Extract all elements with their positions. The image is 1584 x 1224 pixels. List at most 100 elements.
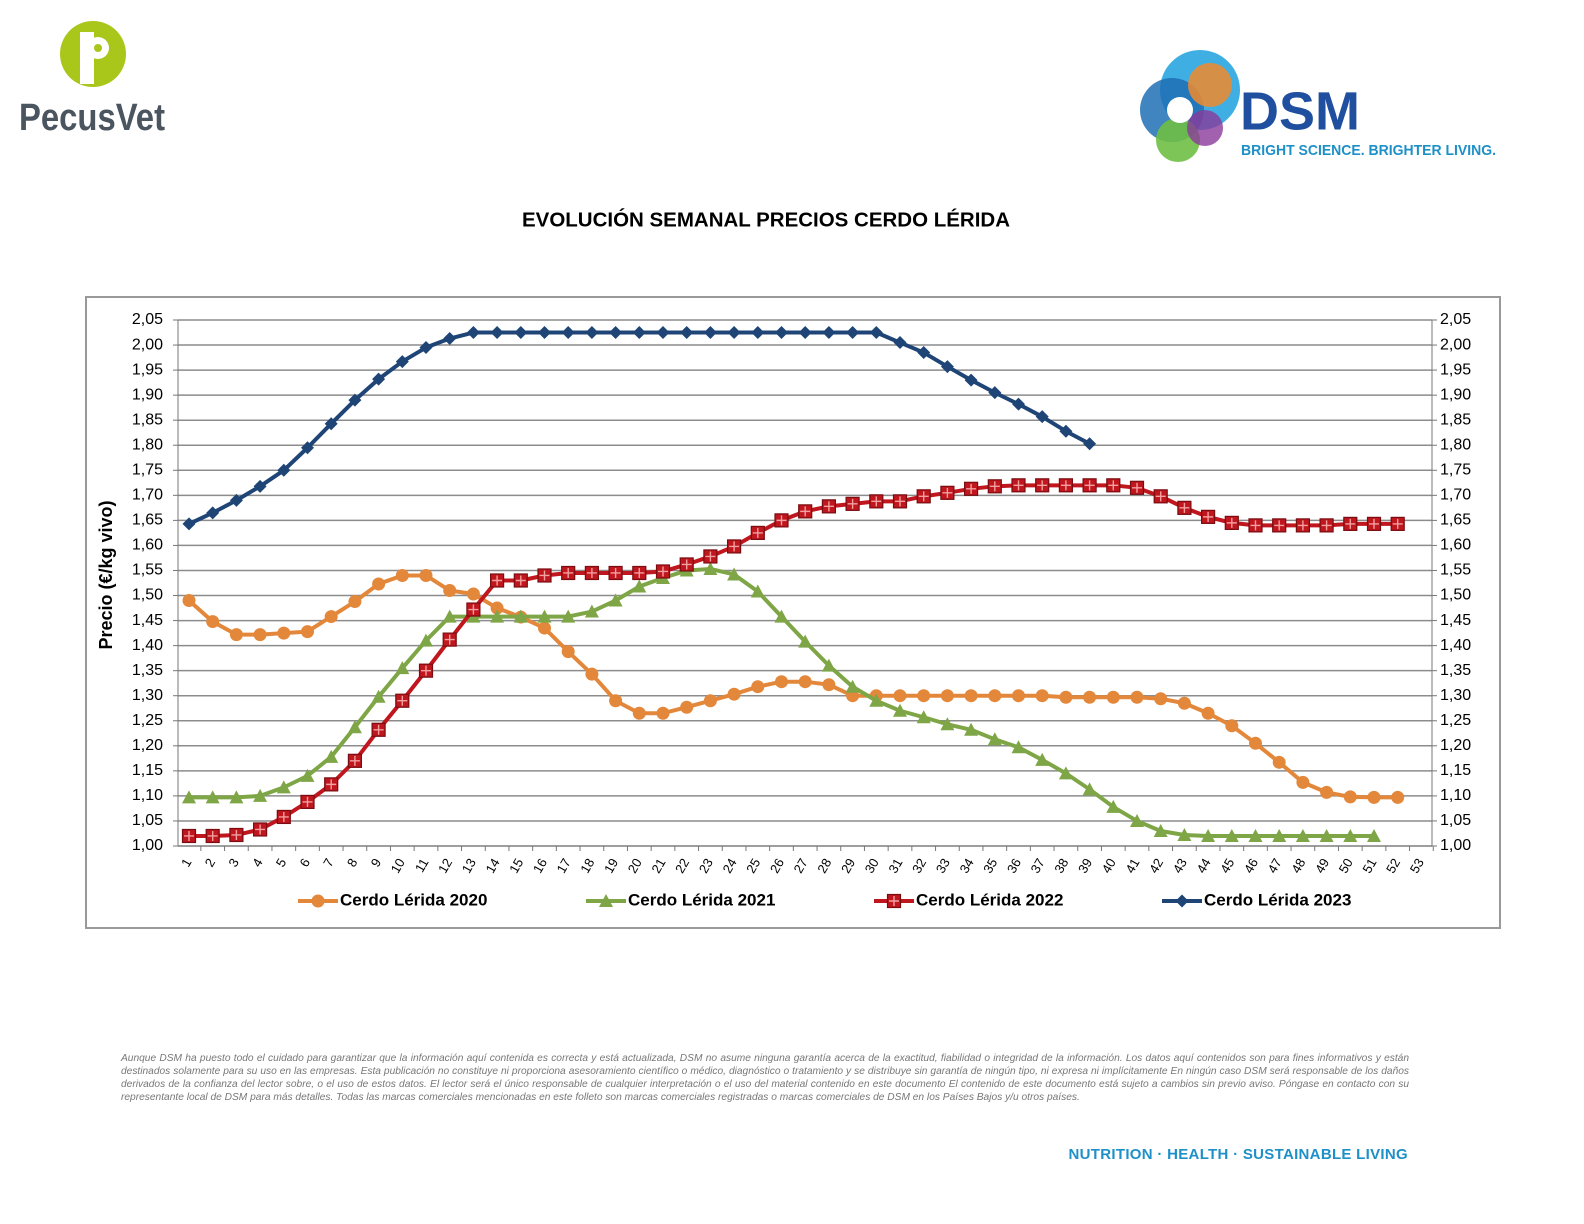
- point: [821, 658, 836, 672]
- point: [940, 485, 955, 500]
- y-axis-title: Precio (€/kg vivo): [96, 500, 116, 649]
- point: [419, 568, 433, 582]
- point-cross: [515, 575, 526, 586]
- x-tick-label: 50: [1336, 856, 1356, 876]
- x-tick-label: 47: [1265, 856, 1285, 876]
- point-cross: [1392, 518, 1403, 529]
- x-tick-label: 49: [1312, 856, 1332, 876]
- point: [964, 689, 978, 703]
- point-cross: [966, 483, 977, 494]
- point: [561, 565, 576, 581]
- point: [726, 539, 742, 554]
- point-cross: [278, 811, 289, 822]
- point: [1106, 690, 1120, 704]
- point: [419, 341, 433, 355]
- point: [1154, 692, 1168, 706]
- y2-tick-label: 1,90: [1440, 386, 1471, 403]
- point-cross: [1321, 520, 1332, 531]
- point: [1035, 410, 1049, 424]
- point: [372, 372, 386, 386]
- point: [1153, 489, 1168, 504]
- point-cross: [871, 496, 882, 507]
- point-cross: [586, 567, 597, 578]
- point: [679, 557, 694, 572]
- point: [964, 722, 979, 736]
- y2-tick-label: 1,85: [1440, 411, 1471, 428]
- point: [229, 493, 243, 507]
- point-cross: [184, 830, 194, 841]
- point: [513, 609, 528, 623]
- point: [182, 517, 196, 531]
- chart-frame: [85, 296, 1501, 929]
- point: [608, 565, 623, 581]
- point: [347, 753, 362, 768]
- point: [1129, 480, 1145, 495]
- legend-label: Cerdo Lérida 2023: [1204, 890, 1351, 909]
- dsm-logo: [1140, 50, 1240, 162]
- point-cross: [349, 755, 360, 766]
- x-tick-label: 45: [1217, 856, 1237, 876]
- point: [1320, 785, 1334, 799]
- point: [229, 827, 244, 843]
- point: [229, 790, 244, 804]
- y-tick-label: 1,25: [132, 712, 163, 729]
- disclaimer: Aunque DSM ha puesto todo el cuidado par…: [121, 1053, 1409, 1103]
- point: [1177, 827, 1192, 841]
- point: [774, 609, 789, 623]
- point: [514, 326, 528, 340]
- point: [371, 722, 386, 737]
- y-tick-label: 1,40: [132, 637, 163, 654]
- point: [348, 595, 362, 609]
- x-tick-label: 48: [1288, 856, 1308, 876]
- point-cross: [1132, 482, 1142, 493]
- point: [963, 481, 979, 496]
- point: [988, 689, 1002, 703]
- point: [206, 506, 220, 520]
- point: [869, 494, 884, 509]
- point: [727, 326, 741, 340]
- point: [775, 675, 788, 689]
- x-tick-label: 23: [696, 856, 716, 876]
- y2-tick-label: 2,00: [1440, 336, 1471, 353]
- point: [419, 633, 433, 647]
- point: [1295, 828, 1310, 842]
- point: [253, 628, 267, 642]
- point-cross: [421, 665, 431, 676]
- x-tick-label: 44: [1193, 856, 1213, 876]
- x-tick-label: 24: [719, 856, 739, 876]
- point-cross: [1060, 480, 1071, 491]
- point: [1248, 518, 1263, 533]
- point: [1367, 790, 1381, 804]
- pecusvet-logo: [60, 21, 126, 87]
- point: [703, 694, 717, 708]
- x-tick-label: 51: [1359, 856, 1379, 876]
- x-tick-label: 19: [601, 856, 621, 876]
- point-cross: [823, 501, 834, 512]
- point: [466, 326, 480, 340]
- point: [490, 326, 504, 340]
- point: [1343, 828, 1358, 842]
- point: [490, 609, 505, 623]
- point-cross: [1369, 518, 1379, 529]
- point: [632, 579, 647, 593]
- y2-tick-label: 1,30: [1440, 687, 1471, 704]
- point: [182, 790, 196, 804]
- x-tick-label: 33: [933, 856, 953, 876]
- point: [253, 822, 268, 837]
- left-logo: PecusVet: [19, 97, 165, 139]
- point: [205, 790, 220, 804]
- point: [1249, 736, 1262, 750]
- x-tick-label: 26: [767, 856, 787, 876]
- point-cross: [889, 896, 899, 906]
- x-tick-label: 52: [1383, 856, 1403, 876]
- point-cross: [658, 566, 668, 577]
- point: [395, 693, 410, 708]
- point-cross: [1013, 480, 1024, 491]
- y-tick-label: 1,10: [132, 787, 163, 804]
- point: [300, 794, 315, 810]
- point: [585, 667, 599, 681]
- point: [395, 661, 410, 675]
- point: [940, 717, 955, 731]
- y-tick-label: 1,35: [132, 662, 163, 679]
- y-tick-label: 1,45: [132, 612, 163, 629]
